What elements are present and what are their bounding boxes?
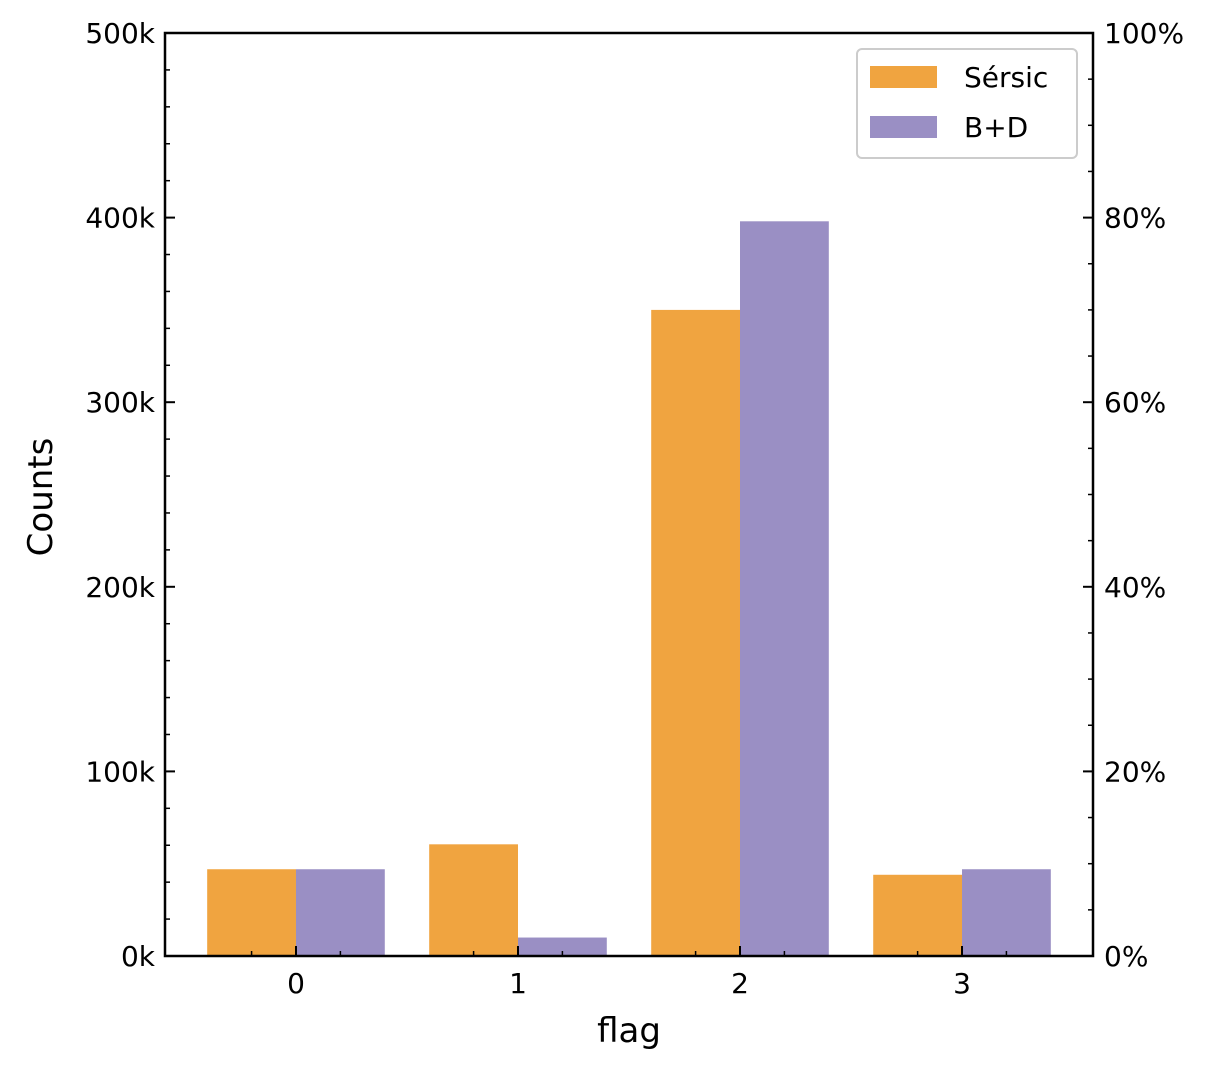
y-tick-label: 500k (85, 17, 155, 50)
right-tick-label: 100% (1104, 17, 1184, 50)
y-tick-label: 100k (85, 755, 155, 788)
x-tick-label: 3 (953, 967, 971, 1000)
y-axis-title: Counts (21, 438, 61, 557)
legend-label-bd: B+D (964, 111, 1028, 144)
bar-sersic-2 (651, 309, 741, 956)
right-tick-label: 60% (1104, 386, 1166, 419)
bars-layer (207, 221, 1051, 957)
right-tick-label: 20% (1104, 755, 1166, 788)
bar-sersic-0 (207, 869, 296, 956)
y-tick-label: 200k (85, 571, 155, 604)
right-tick-label: 80% (1104, 202, 1166, 235)
bar-sersic-3 (873, 874, 963, 956)
legend-label-sersic: Sérsic (964, 61, 1048, 94)
plot-frame (163, 31, 1095, 958)
legend-swatch-sersic (870, 66, 937, 88)
bar-bd-2 (740, 221, 829, 957)
y-tick-label: 0k (121, 940, 156, 973)
legend-swatch-bd (870, 116, 937, 138)
bar-bd-1 (517, 937, 607, 956)
right-tick-label: 0% (1104, 940, 1148, 973)
right-tick-label: 40% (1104, 571, 1166, 604)
bar-bd-0 (295, 869, 385, 956)
legend: Sérsic B+D (856, 48, 1078, 159)
ticks-layer: 0k 100k 200k 300k 400k 500k 0% 20% 40% 60% 80% 100%… (85, 17, 1184, 1000)
x-axis-title: flag (597, 1011, 661, 1051)
x-tick-label: 2 (731, 967, 749, 1000)
y-tick-label: 300k (85, 386, 155, 419)
x-tick-label: 0 (287, 967, 305, 1000)
bar-bd-3 (962, 869, 1051, 956)
y-tick-label: 400k (85, 202, 155, 235)
x-tick-label: 1 (509, 967, 527, 1000)
bar-sersic-1 (429, 844, 518, 956)
